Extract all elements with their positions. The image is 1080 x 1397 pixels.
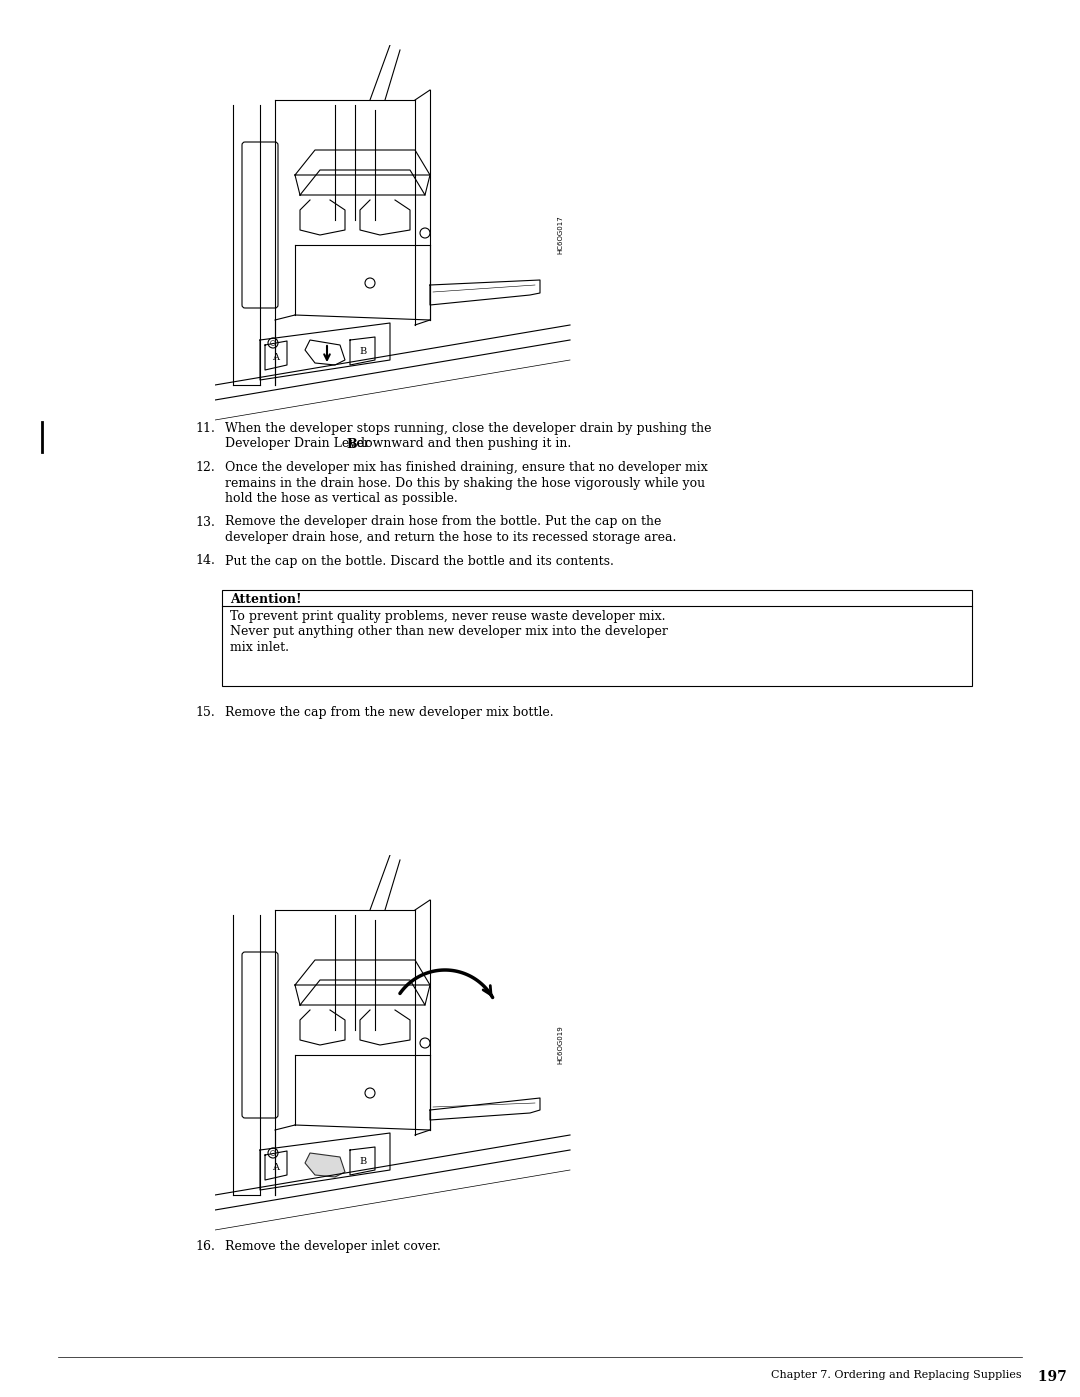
Text: HC6OG019: HC6OG019	[557, 1025, 563, 1065]
Text: 11.: 11.	[195, 422, 215, 434]
Text: 12.: 12.	[195, 461, 215, 474]
Text: B: B	[360, 348, 366, 356]
Text: HC6OG017: HC6OG017	[557, 215, 563, 254]
Text: 197: 197	[1028, 1370, 1067, 1384]
Text: downward and then pushing it in.: downward and then pushing it in.	[353, 437, 571, 450]
Text: developer drain hose, and return the hose to its recessed storage area.: developer drain hose, and return the hos…	[225, 531, 676, 543]
Text: Developer Drain Lever: Developer Drain Lever	[225, 437, 374, 450]
Text: Chapter 7. Ordering and Replacing Supplies: Chapter 7. Ordering and Replacing Suppli…	[771, 1370, 1022, 1380]
Text: mix inlet.: mix inlet.	[230, 641, 289, 654]
Text: Remove the developer drain hose from the bottle. Put the cap on the: Remove the developer drain hose from the…	[225, 515, 661, 528]
Text: B: B	[360, 1158, 366, 1166]
Text: Put the cap on the bottle. Discard the bottle and its contents.: Put the cap on the bottle. Discard the b…	[225, 555, 613, 567]
Bar	[222, 590, 972, 686]
Polygon shape	[305, 339, 345, 365]
Text: When the developer stops running, close the developer drain by pushing the: When the developer stops running, close …	[225, 422, 712, 434]
Text: A: A	[272, 352, 280, 362]
Polygon shape	[305, 1153, 345, 1178]
Text: B: B	[346, 437, 356, 450]
Text: To prevent print quality problems, never reuse waste developer mix.: To prevent print quality problems, never…	[230, 610, 665, 623]
Text: Remove the cap from the new developer mix bottle.: Remove the cap from the new developer mi…	[225, 705, 554, 719]
Text: hold the hose as vertical as possible.: hold the hose as vertical as possible.	[225, 492, 458, 504]
Text: Once the developer mix has finished draining, ensure that no developer mix: Once the developer mix has finished drai…	[225, 461, 707, 474]
Text: remains in the drain hose. Do this by shaking the hose vigorously while you: remains in the drain hose. Do this by sh…	[225, 476, 705, 489]
Text: 13.: 13.	[195, 515, 215, 528]
Text: Attention!: Attention!	[230, 592, 301, 606]
Text: 16.: 16.	[195, 1241, 215, 1253]
Text: Never put anything other than new developer mix into the developer: Never put anything other than new develo…	[230, 626, 667, 638]
Text: 14.: 14.	[195, 555, 215, 567]
Text: 15.: 15.	[195, 705, 215, 719]
Text: A: A	[272, 1162, 280, 1172]
Text: Remove the developer inlet cover.: Remove the developer inlet cover.	[225, 1241, 441, 1253]
